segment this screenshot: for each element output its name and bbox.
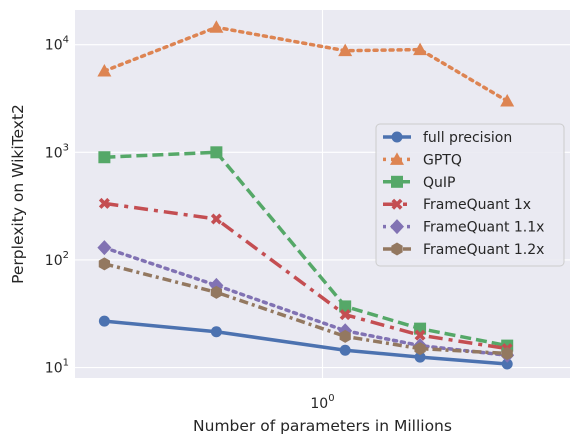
series-1 [97,20,515,107]
legend-entry: FrameQuant 1.2x [383,242,544,258]
data-point-marker [501,347,513,361]
data-point-marker [98,151,111,164]
legend-marker [391,198,403,210]
legend-entry: QuIP [383,175,455,191]
data-point-marker [97,240,112,256]
legend: full precision GPTQ QuIP FrameQuant 1x Frame… [375,123,565,267]
data-point-marker [98,257,111,271]
legend-marker [391,242,403,256]
legend-marker [391,175,403,188]
data-point-marker [98,197,110,209]
legend-entry: FrameQuant 1x [383,197,531,213]
data-point-marker [500,93,515,107]
data-point-marker [339,344,351,356]
y-tick-label: 101 [45,358,69,377]
data-point-marker [501,358,513,370]
legend-marker [391,131,403,143]
data-point-marker [210,285,223,299]
y-tick-label: 102 [45,250,69,269]
data-point-marker [414,329,426,341]
legend-marker [390,219,404,235]
x-tick-label: 100 [310,393,334,412]
data-point-marker [414,351,426,363]
tick-labels: 101 102 103 104 100 [45,35,335,412]
legend-label: GPTQ [423,152,462,168]
data-point-marker [339,329,351,343]
data-point-marker [210,213,222,225]
legend-entry: FrameQuant 1.1x [383,219,544,236]
legend-label: full precision [423,130,512,146]
data-point-marker [501,339,514,352]
data-point-marker [413,42,428,56]
legend-label: FrameQuant 1x [423,197,531,213]
data-point-marker [209,20,224,33]
series-layer [97,20,515,370]
data-point-marker [414,342,426,356]
legend-box [375,123,565,267]
data-point-marker [339,309,351,321]
data-point-marker [97,63,112,77]
series-5 [98,257,513,361]
legend-entry: full precision [383,130,512,146]
legend-label: FrameQuant 1.2x [423,242,544,258]
legend-label: QuIP [423,175,455,191]
data-point-marker [338,43,353,57]
data-point-marker [210,326,222,338]
series-0 [98,315,513,370]
legend-entry: GPTQ [383,152,462,168]
data-point-marker [98,315,110,327]
y-tick-label: 104 [45,35,69,54]
data-point-marker [210,146,223,159]
x-axis-label: Number of parameters in Millions [193,417,452,435]
y-tick-label: 103 [45,142,69,161]
legend-marker [390,152,404,165]
y-axis-label: Perplexity on WikiText2 [9,104,27,284]
legend-label: FrameQuant 1.1x [423,220,544,236]
